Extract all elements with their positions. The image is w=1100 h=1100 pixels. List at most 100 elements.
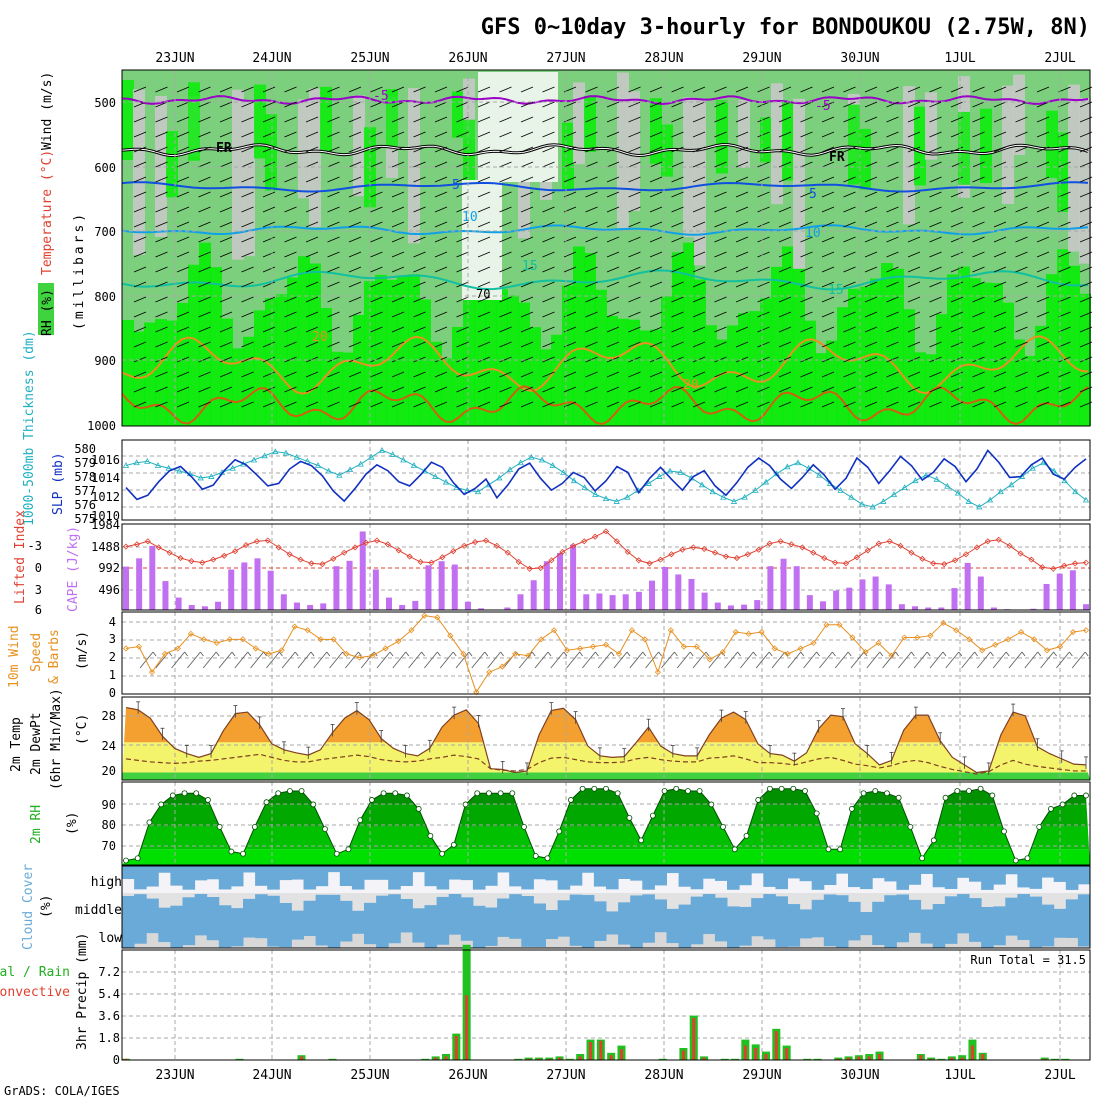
wind-barb xyxy=(778,266,792,273)
dry-air-patch xyxy=(133,89,145,255)
wind-barb xyxy=(305,161,319,168)
contour-15 xyxy=(121,269,1089,291)
wind-barb xyxy=(477,221,491,228)
surface-barb-flag xyxy=(1053,651,1057,657)
surface-barb xyxy=(645,651,659,669)
wind-barb xyxy=(198,236,211,243)
cloud-low-block xyxy=(182,920,196,946)
wind-barb xyxy=(993,161,1007,168)
wind-barb xyxy=(348,116,362,123)
wind-barb xyxy=(370,281,383,288)
pressure-tick: 1000 xyxy=(87,419,116,433)
wind-barb xyxy=(800,311,813,318)
wind-barb xyxy=(671,401,684,408)
rh-point xyxy=(626,814,633,821)
wind-barb xyxy=(864,371,878,378)
wind-barb xyxy=(821,386,835,393)
wind-barb xyxy=(649,401,663,408)
rh-point xyxy=(755,797,762,803)
li-point xyxy=(166,549,173,556)
wind-barb xyxy=(219,281,233,288)
wind-barb xyxy=(133,191,147,198)
wind-axis-label-2: Speed xyxy=(29,633,44,672)
surface-barb xyxy=(187,651,201,669)
surface-barb xyxy=(597,651,612,669)
cloud-low-block xyxy=(618,920,631,945)
wind-barb xyxy=(348,386,362,393)
wind-barb xyxy=(155,116,168,123)
thickness-point xyxy=(666,467,674,474)
wind-barb xyxy=(929,176,942,183)
wind-barb xyxy=(262,311,276,318)
wind-barb xyxy=(542,86,555,93)
cloud-high-block xyxy=(533,866,546,880)
cloud-middle-block xyxy=(182,897,196,920)
cloud-middle-block xyxy=(1029,896,1043,920)
pressure-tick: 700 xyxy=(94,225,116,239)
cloud-high-block xyxy=(424,866,438,887)
precip-convective-bar xyxy=(1043,1058,1047,1060)
li-point xyxy=(417,558,424,565)
surface-barb xyxy=(250,651,264,669)
wind-barb xyxy=(477,326,491,333)
wind-barb xyxy=(714,326,727,333)
wind-barb xyxy=(800,251,813,258)
wind-barb xyxy=(262,221,276,228)
wind-barb xyxy=(886,311,899,318)
rh-point xyxy=(977,785,984,792)
wind-barb xyxy=(520,371,534,378)
wind-barb xyxy=(327,161,340,168)
wind-barb xyxy=(305,206,319,213)
li-point xyxy=(635,557,642,564)
cloud-low-block xyxy=(739,920,752,946)
cloud-level-high: high xyxy=(91,875,122,890)
cape-bar xyxy=(293,602,300,610)
wind-barb xyxy=(219,206,233,213)
precip-convective-bar xyxy=(836,1058,840,1060)
wind-barb xyxy=(262,191,276,198)
thickness-point xyxy=(901,484,908,490)
wind-barb xyxy=(649,281,663,288)
wind-barb xyxy=(413,131,426,138)
cloud-high-block xyxy=(339,866,353,887)
wind-barb xyxy=(993,341,1007,348)
wind-barb xyxy=(628,251,641,258)
precip-total-bar xyxy=(328,1058,337,1060)
surface-barb xyxy=(787,651,802,669)
cloud-middle-block xyxy=(158,907,171,920)
wind-barb xyxy=(821,206,835,213)
wind-barb xyxy=(1015,131,1028,138)
wind-barb xyxy=(305,371,319,378)
cloud-low-block xyxy=(884,920,897,948)
moist-air-patch xyxy=(606,315,618,426)
cloud-high-block xyxy=(981,866,994,890)
wind-barb xyxy=(1015,296,1028,303)
cape-bar xyxy=(570,544,577,610)
slp-tick: 1012 xyxy=(91,490,120,504)
cloud-high-block xyxy=(146,866,159,887)
surface-barb xyxy=(234,651,249,669)
wind-point xyxy=(512,650,519,657)
surface-barb xyxy=(740,651,754,669)
wind-barb xyxy=(241,281,254,288)
wind-barb xyxy=(413,206,426,213)
wind-point xyxy=(330,636,337,643)
wind-barb xyxy=(370,191,383,198)
moist-air-patch xyxy=(1013,339,1025,426)
precip-total-bar xyxy=(803,1058,812,1060)
precip-convective-bar xyxy=(981,1054,985,1060)
wind-barb xyxy=(370,296,383,303)
wind-barb xyxy=(241,371,254,378)
li-point xyxy=(1006,542,1013,549)
wind-barb xyxy=(907,176,921,183)
cape-bar xyxy=(201,606,208,610)
wind-barb xyxy=(155,311,168,318)
contour-25 xyxy=(121,385,1089,426)
wind-barb xyxy=(198,401,211,408)
wind-barb xyxy=(585,191,598,198)
top-date-label: 30JUN xyxy=(840,51,879,66)
wind-barb xyxy=(692,326,706,333)
li-point xyxy=(941,561,948,568)
wind-barb xyxy=(456,296,469,303)
